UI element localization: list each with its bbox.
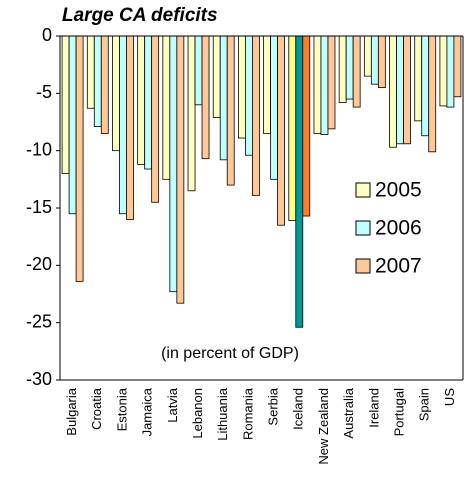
bar	[263, 35, 271, 134]
x-tick-label: Latvia	[165, 387, 180, 422]
x-tick-label: Lebanon	[190, 388, 205, 439]
bar	[144, 35, 153, 170]
y-tick-label: -25	[26, 311, 52, 331]
bar	[194, 35, 203, 106]
bar	[68, 35, 77, 215]
bar	[187, 35, 196, 192]
bar	[212, 35, 221, 118]
annotation: (in percent of GDP)	[161, 345, 299, 362]
bar	[396, 35, 404, 145]
y-tick-label: 0	[42, 25, 52, 45]
bar	[270, 35, 278, 180]
x-tick-label: Jamaica	[140, 387, 155, 436]
bar	[439, 35, 448, 107]
x-tick-label: Lithuania	[215, 387, 230, 441]
bar	[169, 35, 178, 293]
bar	[345, 35, 354, 100]
bar	[338, 35, 347, 103]
x-tick-label: Australia	[341, 387, 356, 438]
bar	[313, 35, 322, 134]
bar	[295, 35, 304, 328]
bar	[428, 35, 437, 153]
y-tick-label: -10	[26, 139, 52, 159]
bar	[377, 35, 386, 88]
x-tick-label: Spain	[417, 388, 432, 421]
y-tick-label: -20	[26, 254, 52, 274]
bar	[453, 35, 462, 98]
bar	[219, 35, 228, 161]
bar	[363, 35, 372, 77]
bar	[86, 35, 95, 109]
bar	[61, 35, 70, 175]
bar	[151, 35, 160, 203]
x-tick-label: Romania	[240, 387, 255, 440]
y-tick-label: -15	[26, 197, 52, 217]
bar	[226, 35, 235, 186]
bar	[277, 35, 285, 226]
chart-title: Large CA deficits	[62, 5, 218, 26]
bar	[403, 35, 411, 145]
bar	[126, 35, 134, 220]
legend-label: 2007	[375, 255, 422, 278]
legend-swatch	[355, 258, 371, 274]
bar	[201, 35, 210, 160]
y-tick-label: -30	[26, 369, 52, 389]
legend-swatch	[355, 182, 371, 198]
bar	[252, 35, 260, 196]
x-tick-label: Estonia	[114, 387, 129, 431]
bar	[75, 35, 84, 282]
bar	[238, 35, 246, 139]
bar	[446, 35, 455, 108]
legend-label: 2005	[375, 179, 422, 202]
bar	[137, 35, 146, 165]
bar	[370, 35, 379, 85]
bar	[245, 35, 253, 156]
x-tick-label: Iceland	[291, 388, 306, 430]
bar	[327, 35, 336, 130]
legend-swatch	[355, 220, 371, 236]
bar	[162, 35, 171, 180]
x-tick-label: Serbia	[266, 387, 281, 425]
y-tick-label: -5	[36, 82, 52, 102]
legend-label: 2006	[375, 217, 422, 240]
x-tick-label: New Zealand	[316, 388, 331, 465]
bar	[421, 35, 430, 137]
x-tick-label: Bulgaria	[64, 387, 79, 435]
bar	[352, 35, 361, 108]
bar	[414, 35, 423, 122]
bar	[302, 35, 311, 217]
x-tick-label: Ireland	[366, 388, 381, 428]
bar	[112, 35, 120, 152]
bar	[100, 35, 109, 134]
bar	[288, 35, 297, 222]
x-tick-label: Croatia	[89, 387, 104, 430]
x-tick-label: Portugal	[391, 388, 406, 437]
bar	[389, 35, 397, 148]
bar	[119, 35, 127, 215]
bar	[176, 35, 185, 304]
bar	[93, 35, 102, 127]
bar	[320, 35, 329, 136]
x-tick-label: US	[442, 388, 457, 406]
